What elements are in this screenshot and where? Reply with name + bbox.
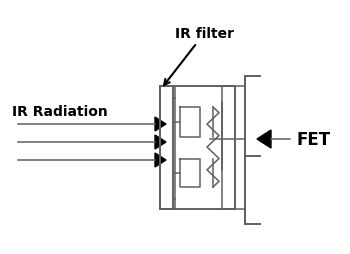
Polygon shape [155,153,166,167]
Text: IR Radiation: IR Radiation [12,105,108,119]
Polygon shape [155,118,166,132]
Polygon shape [257,131,271,148]
Text: FET: FET [297,131,331,148]
Text: IR filter: IR filter [164,27,234,86]
Polygon shape [155,135,166,149]
